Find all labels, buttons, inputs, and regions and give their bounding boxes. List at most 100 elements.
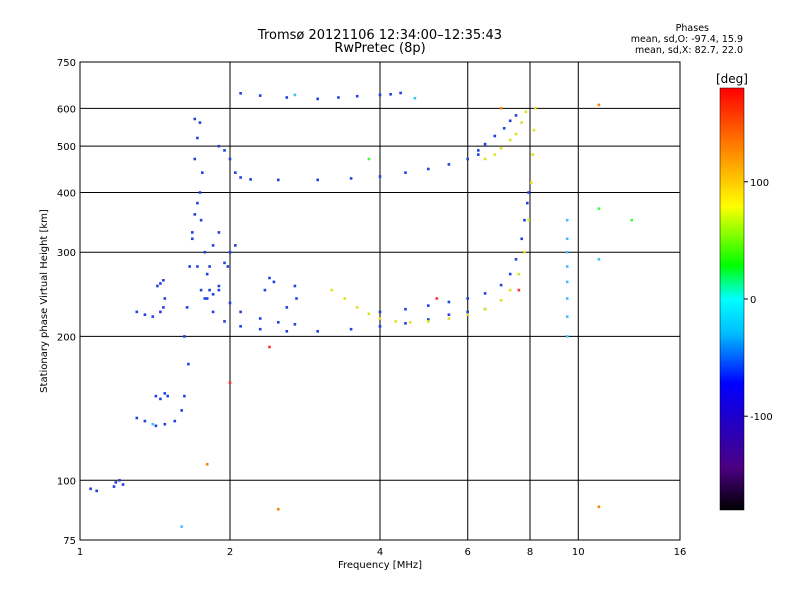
- data-point: [293, 284, 297, 288]
- data-point: [211, 293, 215, 296]
- data-point: [447, 163, 451, 166]
- data-point: [565, 250, 569, 254]
- x-tick-label: 8: [527, 547, 533, 558]
- data-point: [201, 171, 204, 174]
- data-point: [514, 258, 518, 261]
- data-point: [499, 299, 503, 302]
- data-point: [404, 322, 407, 325]
- data-point: [258, 94, 262, 97]
- data-point: [183, 394, 186, 398]
- data-point: [191, 231, 194, 234]
- data-point: [239, 310, 242, 314]
- data-point: [295, 297, 298, 300]
- data-point: [565, 218, 569, 222]
- data-point: [277, 507, 280, 511]
- data-point: [565, 315, 569, 318]
- data-point: [316, 97, 319, 101]
- data-point: [156, 284, 159, 288]
- data-point: [435, 297, 439, 300]
- data-point: [193, 117, 197, 121]
- x-tick-label: 10: [572, 547, 585, 558]
- x-tick-label: 2: [227, 547, 233, 558]
- data-point: [343, 297, 347, 300]
- data-point: [630, 218, 633, 222]
- data-point: [203, 297, 207, 300]
- data-point: [151, 422, 155, 426]
- data-point: [198, 121, 202, 124]
- colorbar-ticks: 100 0 -100: [744, 178, 773, 423]
- data-point: [378, 317, 382, 320]
- data-point: [118, 479, 121, 482]
- data-point: [508, 288, 512, 292]
- data-point: [223, 149, 226, 152]
- data-point: [337, 96, 340, 99]
- data-point: [228, 250, 232, 254]
- data-point: [187, 362, 190, 366]
- data-point: [159, 397, 162, 401]
- chart-title: Tromsø 20121106 12:34:00–12:35:43: [257, 28, 503, 43]
- colorbar-tick-label: 0: [750, 295, 756, 306]
- y-axis-label: Stationary phase Virtual Height [km]: [39, 209, 50, 393]
- data-point: [191, 237, 194, 241]
- y-tick-label: 500: [57, 142, 76, 153]
- data-point: [466, 297, 469, 300]
- data-point: [162, 279, 165, 282]
- data-point: [223, 320, 226, 323]
- data-point: [217, 144, 221, 148]
- data-point: [499, 147, 503, 150]
- y-tick-labels: 75 100 200 300 400 500 600 750: [57, 58, 76, 547]
- data-point: [89, 487, 92, 491]
- data-point: [534, 107, 537, 110]
- data-point: [499, 283, 503, 287]
- data-point: [234, 244, 237, 247]
- data-point: [199, 218, 203, 222]
- data-point: [466, 310, 469, 314]
- data-point: [483, 292, 487, 295]
- data-point: [483, 157, 487, 161]
- data-point: [166, 394, 169, 398]
- data-point: [285, 330, 289, 333]
- data-point: [493, 153, 497, 156]
- data-point: [349, 177, 353, 180]
- data-point: [565, 237, 569, 241]
- y-tick-label: 100: [57, 476, 76, 487]
- data-point: [234, 171, 237, 174]
- data-point: [408, 321, 412, 324]
- data-point: [466, 313, 469, 316]
- data-point: [565, 280, 569, 284]
- data-point: [527, 191, 530, 194]
- data-point: [163, 392, 167, 395]
- data-point: [530, 181, 533, 184]
- data-points: [89, 91, 633, 528]
- colorbar-tick-label: -100: [750, 412, 773, 423]
- data-point: [427, 318, 430, 321]
- data-point: [112, 485, 116, 488]
- data-point: [499, 107, 503, 110]
- grid-lines: [80, 62, 680, 540]
- data-point: [196, 265, 199, 268]
- y-tick-label: 200: [57, 332, 76, 343]
- data-point: [205, 463, 209, 466]
- y-tick-label: 75: [63, 536, 76, 547]
- data-point: [367, 157, 371, 161]
- data-point: [523, 250, 526, 254]
- data-point: [502, 127, 506, 130]
- data-point: [163, 422, 167, 426]
- data-point: [524, 110, 528, 114]
- data-point: [532, 128, 536, 132]
- data-point: [226, 265, 230, 268]
- data-point: [293, 323, 297, 326]
- data-point: [404, 171, 407, 174]
- data-point: [378, 325, 382, 328]
- data-point: [378, 93, 382, 97]
- data-point: [526, 201, 529, 205]
- data-point: [211, 310, 215, 314]
- data-point: [565, 297, 569, 300]
- y-tick-label: 400: [57, 188, 76, 199]
- data-point: [285, 306, 289, 309]
- data-point: [277, 178, 280, 182]
- data-point: [193, 213, 197, 216]
- colorbar-label: [deg]: [716, 72, 748, 86]
- data-point: [483, 307, 487, 311]
- data-point: [277, 321, 280, 324]
